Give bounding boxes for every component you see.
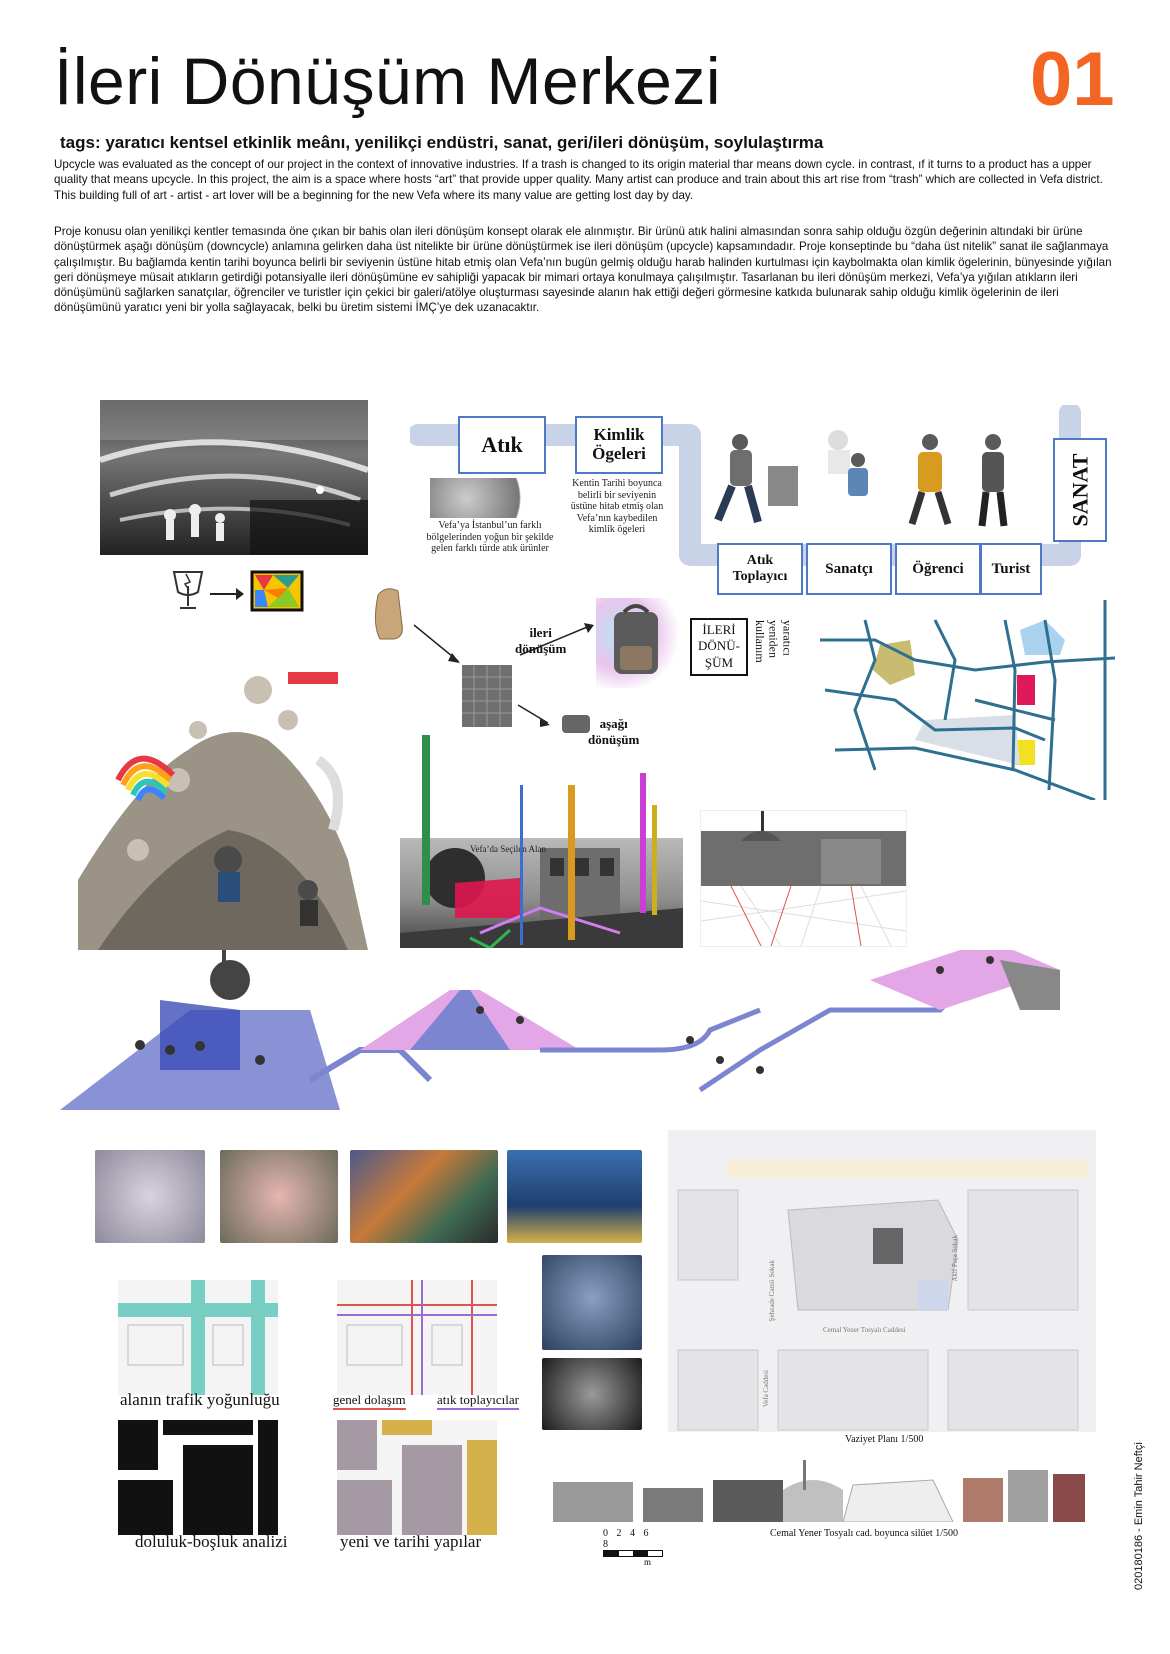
site-plan-caption: Vaziyet Planı 1/500 [845, 1434, 924, 1445]
collectors-label: atık toplayıcılar [437, 1392, 519, 1410]
turkish-description: Proje konusu olan yenilikçi kentler tema… [54, 225, 1112, 315]
street-name-4: Akif Paşa Sokak [951, 1235, 959, 1282]
sanat-box: SANAT [1053, 438, 1107, 542]
circulation-map [337, 1280, 497, 1395]
art-photo-5 [542, 1255, 642, 1350]
scale-numbers: 0 2 4 6 8 [603, 1528, 652, 1550]
scale-bar: 0 2 4 6 8 m [603, 1528, 663, 1567]
traffic-label: alanın trafik yoğunluğu [120, 1390, 280, 1409]
street-name-2: Şehzade Camii Sokak [768, 1260, 776, 1322]
backpack-photo [596, 598, 678, 688]
street-photo-art [400, 848, 683, 948]
sheet-number: 01 [1030, 37, 1115, 122]
author-id: 020180186 - Emin Tahir Neftçi [1133, 1442, 1145, 1590]
site-plan-drawing [668, 1130, 1096, 1432]
waste-collage [78, 660, 368, 950]
new-old-buildings-map [337, 1420, 497, 1535]
street-silhouette [553, 1460, 1085, 1522]
waste-collage-art [78, 672, 368, 950]
ileri-donusum-box: İLERİ DÖNÜ- ŞÜM [690, 618, 748, 676]
actor-turist: Turist [980, 543, 1042, 595]
yaratici-yeniden-kullanim-text: yaratıcı yeniden kullanım [752, 620, 795, 663]
backpack-icon [614, 604, 658, 674]
silhouette-caption: Cemal Yener Tosyalı cad. boyunca silüet … [770, 1528, 958, 1539]
page-title: İleri Dönüşüm Merkezi [54, 44, 722, 118]
selected-site-label: Vefa’da Seçilen Alan [470, 844, 546, 854]
broken-glass-to-mosaic-icon [172, 570, 304, 612]
art-photo-1 [95, 1150, 205, 1243]
solid-void-map [118, 1420, 278, 1535]
asagi-donusum-label: aşağı dönüşüm [588, 716, 640, 748]
tags-line: tags: yaratıcı kentsel etkinlik meânı, y… [60, 133, 824, 152]
art-photo-6 [542, 1358, 642, 1430]
waste-pile-photo [430, 478, 552, 518]
street-name-1: Cemal Yener Tosyalı Caddesi [823, 1326, 906, 1334]
staircase-photo [100, 400, 368, 555]
kimlik-caption: Kentin Tarihi boyunca belirli bir seviye… [570, 478, 664, 535]
new-old-label: yeni ve tarihi yapılar [340, 1532, 482, 1551]
site-plan: Cemal Yener Tosyalı Caddesi Şehzade Cami… [668, 1130, 1096, 1432]
actor-sanatci: Sanatçı [806, 543, 892, 595]
scale-bar-blocks [603, 1550, 663, 1557]
street-name-3: Vefa Caddesi [762, 1370, 770, 1408]
project-columns-overlay [422, 735, 657, 945]
silhouette-drawing [553, 1460, 1085, 1522]
staircase-illustration [100, 400, 368, 555]
ileri-donusum-label: ileri dönüşüm [515, 625, 567, 657]
kimlik-box: Kimlik Ögeleri [575, 416, 663, 474]
art-photo-3 [350, 1150, 498, 1243]
kimlik-label-1: Kimlik [593, 425, 645, 445]
actor-atik-toplayici: Atık Toplayıcı [717, 543, 803, 595]
kimlik-label-2: Ögeleri [592, 444, 646, 463]
solid-void-label: doluluk-boşluk analizi [135, 1532, 288, 1551]
art-photo-4 [507, 1150, 642, 1243]
street-network-map [820, 600, 1115, 800]
actors-illustration [714, 430, 1008, 527]
art-photo-2 [220, 1150, 338, 1243]
traffic-map [118, 1280, 278, 1395]
circulation-label: genel dolaşım [333, 1392, 406, 1410]
historic-sketch-art [701, 811, 906, 946]
atik-label: Atık [481, 432, 523, 457]
english-description: Upcycle was evaluated as the concept of … [54, 158, 1103, 202]
historic-buildings-sketch [700, 810, 907, 947]
scale-unit: m [643, 1557, 651, 1567]
perspective-sequence [60, 950, 1060, 1110]
atik-caption: Vefa’ya İstanbul’un farklı bölgelerinden… [426, 520, 554, 554]
upcycle-process-diagram [374, 588, 594, 733]
actor-ogrenci: Öğrenci [895, 543, 981, 595]
selected-site-street-photo: Vefa’da Seçilen Alan [400, 838, 683, 948]
atik-box: Atık [458, 416, 546, 474]
